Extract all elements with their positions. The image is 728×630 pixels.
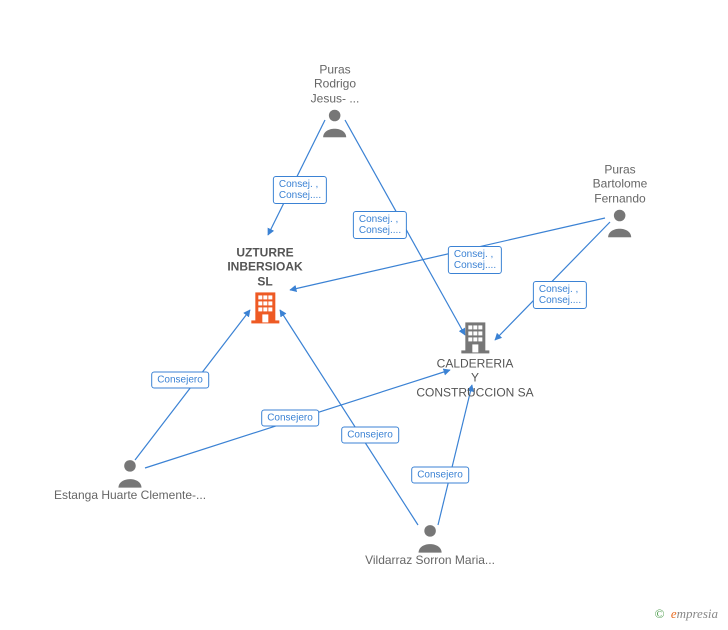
edge-label: Consej. , Consej....: [273, 176, 327, 204]
node-label: CALDERERIA Y CONSTRUCCION SA: [416, 356, 533, 399]
credit-rest: mpresia: [677, 606, 718, 621]
node-uzturre[interactable]: UZTURRE INBERSIOAK SL: [227, 245, 302, 324]
edge-line: [438, 385, 472, 525]
person-icon: [606, 208, 634, 238]
node-label: Estanga Huarte Clemente-...: [54, 488, 206, 502]
edges-layer: [0, 0, 728, 630]
node-vildarraz[interactable]: Vildarraz Sorron Maria...: [365, 523, 495, 567]
edge-label: Consej. , Consej....: [448, 246, 502, 274]
node-puras_bartolome[interactable]: Puras Bartolome Fernando: [593, 162, 648, 237]
edge-label: Consejero: [411, 467, 469, 484]
node-caldereria[interactable]: CALDERERIA Y CONSTRUCCION SA: [416, 320, 533, 399]
node-puras_rodrigo[interactable]: Puras Rodrigo Jesus- ...: [311, 62, 360, 137]
building-icon: [249, 291, 281, 325]
building-icon: [459, 320, 491, 354]
node-label: Puras Rodrigo Jesus- ...: [311, 62, 360, 105]
credit: © empresia: [655, 606, 718, 622]
edge-label: Consej. , Consej....: [353, 211, 407, 239]
node-label: UZTURRE INBERSIOAK SL: [227, 245, 302, 288]
edge-label: Consejero: [261, 410, 319, 427]
person-icon: [116, 458, 144, 488]
edge-label: Consej. , Consej....: [533, 281, 587, 309]
node-estanga[interactable]: Estanga Huarte Clemente-...: [54, 458, 206, 502]
diagram-canvas: Consej. , Consej.... Consej. , Consej....…: [0, 0, 728, 630]
node-label: Puras Bartolome Fernando: [593, 162, 648, 205]
node-label: Vildarraz Sorron Maria...: [365, 553, 495, 567]
person-icon: [321, 108, 349, 138]
edge-label: Consejero: [151, 372, 209, 389]
person-icon: [416, 523, 444, 553]
copyright-symbol: ©: [655, 606, 665, 621]
edge-label: Consejero: [341, 427, 399, 444]
